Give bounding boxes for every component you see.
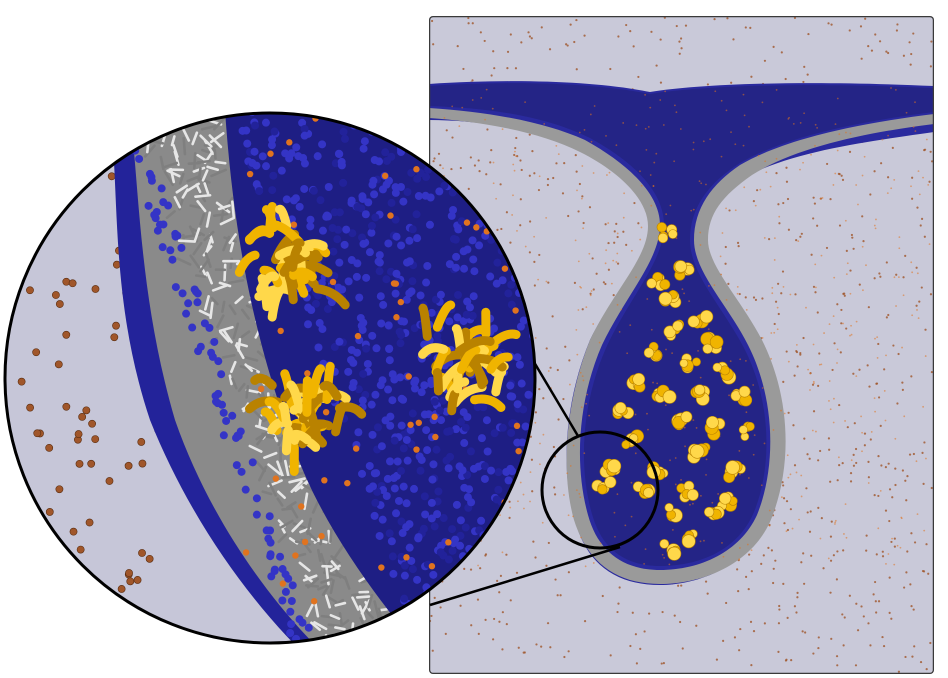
encapsulated-proteins [591, 222, 755, 561]
zoom-region-marker [540, 430, 660, 550]
magnified-view [3, 111, 537, 645]
magnified-view-outline [3, 111, 537, 645]
zoom-connector-bottom [429, 545, 621, 607]
lumen-ions [440, 87, 931, 568]
zoom-outer-headgroups [110, 113, 330, 643]
zoom-proteins [234, 201, 521, 476]
